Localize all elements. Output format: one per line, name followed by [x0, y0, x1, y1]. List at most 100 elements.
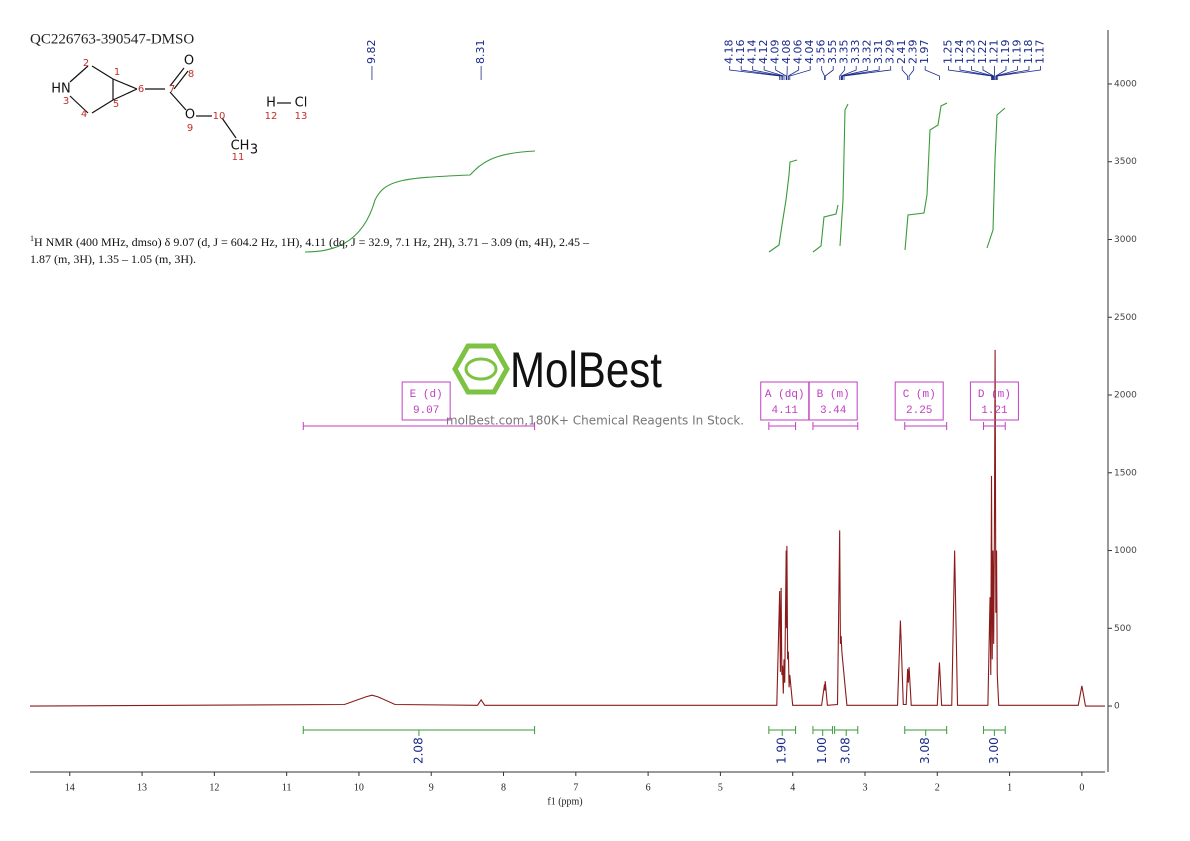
x-tick-label: 0 [1079, 782, 1084, 793]
y-tick-label: 2500 [1114, 313, 1137, 323]
x-tick-label: 4 [790, 782, 795, 793]
atom-label: 3 [63, 96, 69, 107]
peak-label: 3.55 [826, 40, 839, 65]
peak-label: 4.09 [769, 40, 782, 65]
peak-label: 4.04 [803, 40, 816, 65]
peak-label: 1.18 [1022, 40, 1035, 65]
atom-label: 9 [187, 123, 193, 134]
multiplet-range [904, 422, 948, 430]
peak-label: 1.19 [999, 40, 1012, 64]
peak-label: 4.18 [723, 40, 736, 65]
peak-connector [971, 66, 994, 80]
integral-curves [304, 102, 1006, 253]
atom-label: O [185, 108, 195, 123]
atom-label: 3 [250, 143, 258, 158]
multiplet-box [894, 381, 944, 421]
peak-label: 1.25 [941, 40, 954, 65]
x-axis-label: f1 (ppm) [547, 796, 582, 807]
atom-label: 7 [169, 84, 175, 95]
peak-connector [839, 66, 846, 80]
peak-connector [840, 66, 857, 80]
peak-label: 3.35 [838, 40, 851, 65]
peak-connector [924, 66, 940, 80]
multiplet-label: B (m) [817, 389, 850, 401]
peak-connector [729, 66, 781, 80]
atom-label: CH [231, 139, 250, 154]
integral-value: 2.08 [411, 737, 425, 764]
peak-connector [821, 66, 825, 80]
atom-label: 13 [295, 111, 308, 122]
atom-label: H [266, 96, 276, 111]
atom-label: 2 [83, 58, 89, 69]
atom-label: 6 [138, 84, 144, 95]
multiplet-box [969, 381, 1019, 421]
peak-connector [948, 66, 992, 80]
y-tick-label: 1000 [1114, 546, 1137, 556]
peak-label: 1.17 [1033, 40, 1046, 65]
peak-label: 4.08 [780, 40, 793, 65]
integral-value: 1.00 [815, 737, 829, 764]
peak-label: 1.22 [976, 40, 989, 65]
nmr-text: H NMR (400 MHz, dmso) δ 9.07 (d, J = 604… [30, 235, 590, 266]
spectrum-line [29, 349, 1105, 707]
peak-connector [763, 66, 785, 80]
peak-connector [842, 66, 880, 80]
peak-label: 3.32 [861, 40, 874, 65]
x-tick-label: 3 [862, 782, 867, 793]
peak-connector [740, 66, 782, 80]
watermark-logo [452, 343, 510, 395]
peak-label: 9.82 [365, 40, 378, 65]
x-tick-label: 8 [501, 782, 506, 793]
multiplet-label: E (d) [410, 389, 443, 401]
integral-value: 1.90 [775, 737, 789, 764]
x-tick-label: 2 [935, 782, 940, 793]
peak-label: 2.41 [895, 40, 908, 65]
sample-id: QC226763-390547-DMSO [30, 31, 194, 47]
y-tick-label: 2000 [1114, 391, 1137, 401]
watermark-brand: MolBest [510, 342, 662, 398]
peak-label: 3.33 [849, 40, 862, 65]
y-tick-label: 500 [1114, 624, 1131, 634]
peak-label: 2.39 [907, 40, 920, 65]
peak-connector [841, 66, 869, 80]
peak-connector [824, 66, 834, 80]
x-tick-label: 5 [718, 782, 723, 793]
peak-connector [959, 66, 993, 80]
peak-label: 1.23 [964, 40, 977, 65]
multiplet-shift: 9.07 [413, 405, 439, 417]
peak-connector [908, 66, 915, 80]
multiplet-shift: 1.21 [981, 405, 1008, 417]
multiplet-range [812, 422, 859, 430]
x-tick-label: 7 [573, 782, 578, 793]
x-tick-label: 12 [209, 782, 219, 793]
peak-label: 8.31 [474, 40, 487, 65]
atom-label: Cl [295, 96, 308, 111]
integral-value: 3.08 [918, 737, 932, 764]
y-tick-label: 1500 [1114, 468, 1137, 478]
multiplet-range [302, 422, 536, 430]
multiplet-shift: 3.44 [820, 405, 847, 417]
peak-label: 1.21 [987, 40, 1000, 65]
y-tick-label: 3500 [1114, 157, 1137, 167]
atom-label: 12 [265, 111, 278, 122]
multiplet-label: D (m) [978, 389, 1011, 401]
multiplet-label: A (dq) [765, 389, 805, 401]
multiplet-range [768, 422, 797, 430]
watermark-tagline: molBest.com,180K+ Chemical Reagents In S… [446, 414, 744, 428]
peak-label: 4.12 [757, 40, 770, 65]
peak-label: 3.31 [872, 40, 885, 65]
peak-label: 1.97 [918, 40, 931, 65]
peak-connector [995, 66, 1018, 80]
peak-connector [996, 66, 1041, 80]
integral-value: 3.00 [987, 737, 1001, 764]
x-tick-label: 14 [65, 782, 75, 793]
peak-connector [843, 66, 892, 80]
atom-label: O [184, 54, 194, 69]
nmr-description: 1H NMR (400 MHz, dmso) δ 9.07 (d, J = 60… [30, 230, 600, 268]
peak-connector [787, 66, 800, 80]
peak-connector [752, 66, 783, 80]
multiplet-shift: 2.25 [906, 405, 932, 417]
atom-label: 4 [81, 109, 87, 120]
structure-bonds [69, 65, 291, 139]
peak-label: 3.29 [884, 40, 897, 65]
